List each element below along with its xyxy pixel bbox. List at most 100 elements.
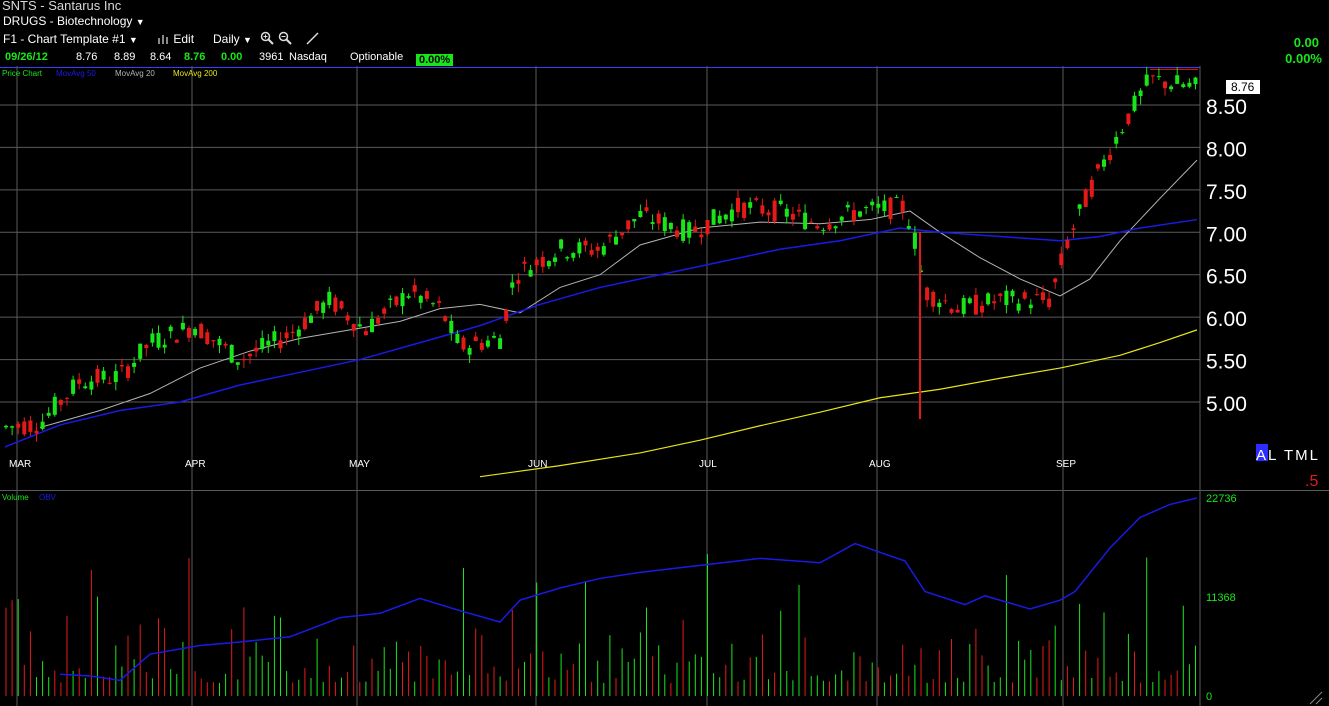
candle-body xyxy=(516,280,521,284)
candle-body xyxy=(498,338,503,349)
ticker-title: SNTS - Santarus Inc xyxy=(2,0,122,13)
candle-body xyxy=(760,205,765,214)
candle-body xyxy=(638,211,643,218)
candle-body xyxy=(815,226,820,229)
obv-path xyxy=(59,497,1198,682)
resize-grip-icon[interactable] xyxy=(1309,691,1323,705)
candle-body xyxy=(1022,292,1027,299)
candle-body xyxy=(1095,164,1100,169)
mode-a-button[interactable]: A xyxy=(1256,447,1266,464)
candle-body xyxy=(40,421,45,429)
volume-chart[interactable]: Volume OBV 22736 11368 0 xyxy=(0,490,1329,706)
candle-body xyxy=(248,353,252,357)
candle-body xyxy=(742,202,747,218)
candle-body xyxy=(113,371,118,383)
optionable-label: Optionable xyxy=(350,51,404,63)
candle-body xyxy=(58,400,63,405)
chevron-down-icon: ▼ xyxy=(243,35,252,45)
candle-body xyxy=(937,302,942,308)
candle-body xyxy=(290,331,295,334)
candle-body xyxy=(485,340,490,347)
candle-body xyxy=(327,291,332,306)
candle-body xyxy=(1114,137,1119,144)
candle-body xyxy=(1010,290,1015,297)
month-label-mar: MAR xyxy=(9,459,31,470)
price-tick-label: 8.00 xyxy=(1206,138,1247,161)
candle-body xyxy=(217,338,222,346)
candle-body xyxy=(199,323,204,339)
edit-label: Edit xyxy=(173,32,195,46)
mode-l-button[interactable]: L xyxy=(1268,447,1276,464)
candle-body xyxy=(906,226,911,229)
zoom-out-icon[interactable] xyxy=(278,31,292,50)
candle-body xyxy=(492,336,496,338)
zoom-in-icon[interactable] xyxy=(260,31,274,50)
candle-body xyxy=(864,207,869,209)
price-y-axis: 8.50 8.00 7.50 7.00 6.50 6.00 5.50 5.00 xyxy=(1206,96,1247,416)
candle-body xyxy=(284,332,289,339)
candle-body xyxy=(546,261,551,267)
quote-low: 8.64 xyxy=(150,51,172,63)
mode-tml-button[interactable]: TML xyxy=(1284,447,1320,464)
scale-label: .5 xyxy=(1305,473,1318,490)
candle-body xyxy=(437,300,442,303)
candle-body xyxy=(351,324,356,331)
candle-body xyxy=(16,423,21,428)
candle-body xyxy=(729,209,734,222)
candle-body xyxy=(406,296,411,298)
edit-button[interactable]: Edit xyxy=(158,32,194,46)
candle-body xyxy=(1126,113,1131,125)
candle-body xyxy=(681,219,686,241)
candle-body xyxy=(187,328,191,338)
candle-body xyxy=(583,240,588,246)
candle-body xyxy=(449,320,454,333)
candle-body xyxy=(357,324,362,327)
candle-body xyxy=(1181,84,1186,88)
month-label-jun: JUN xyxy=(528,459,547,470)
candle-body xyxy=(168,326,173,332)
candle-body xyxy=(260,337,265,350)
quote-open: 8.76 xyxy=(76,51,98,63)
candle-body xyxy=(431,303,435,305)
candle-body xyxy=(272,331,277,342)
candle-body xyxy=(302,317,307,330)
candle-body xyxy=(382,308,387,314)
industry-dropdown[interactable]: DRUGS - Biotechnology ▼ xyxy=(3,14,145,28)
candle-body xyxy=(1047,298,1052,308)
candle-body xyxy=(967,298,972,304)
candle-body xyxy=(589,250,594,255)
template-dropdown[interactable]: F1 - Chart Template #1 ▼ xyxy=(3,32,138,46)
candle-body xyxy=(223,343,228,346)
candle-body xyxy=(766,212,771,216)
quote-exchange: Nasdaq xyxy=(289,51,327,63)
candle-body xyxy=(107,382,112,384)
candle-body xyxy=(235,362,240,365)
candle-body xyxy=(1016,303,1021,311)
candle-body xyxy=(870,201,875,206)
candle-body xyxy=(101,370,106,380)
candle-body xyxy=(10,426,15,428)
candle-body xyxy=(522,261,527,264)
right-change: 0.00 xyxy=(1293,35,1319,50)
quote-date: 09/26/12 xyxy=(5,51,48,63)
price-chart[interactable]: Price Chart MovAvg 50 MovAvg 20 MovAvg 2… xyxy=(0,66,1329,490)
candle-body xyxy=(614,236,618,245)
draw-line-icon[interactable] xyxy=(305,31,319,50)
candle-body xyxy=(1138,90,1143,97)
candle-body xyxy=(400,293,405,307)
period-dropdown[interactable]: Daily ▼ xyxy=(213,32,252,46)
candle-body xyxy=(736,197,740,213)
candle-body xyxy=(833,226,838,229)
candle-body xyxy=(71,379,76,394)
candle-body xyxy=(321,302,326,313)
candle-body xyxy=(528,270,533,277)
candle-body xyxy=(1034,294,1039,296)
candle-body xyxy=(162,344,167,348)
candle-body xyxy=(693,226,698,232)
candle-body xyxy=(1187,82,1192,87)
candle-body xyxy=(986,293,991,305)
candle-body xyxy=(821,230,826,232)
quote-volume: 3961 xyxy=(259,51,284,63)
candle-body xyxy=(144,344,149,349)
legend-ma20: MovAvg 20 xyxy=(115,69,155,78)
